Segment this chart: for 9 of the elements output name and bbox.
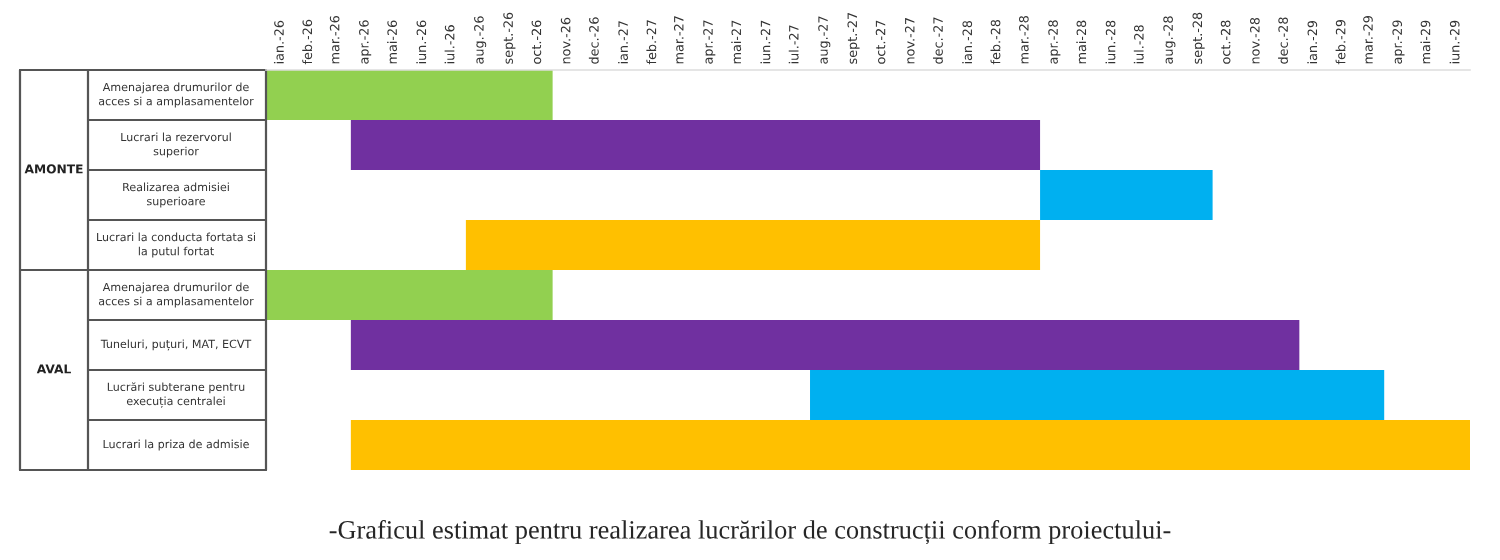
bar — [1040, 170, 1213, 220]
bar — [465, 220, 1041, 270]
text: -Graficul estimat pentru realizarea lucrărilor de construcții conform proiectului- — [329, 519, 1171, 545]
bar — [810, 370, 1385, 420]
bar — [350, 120, 1041, 170]
bar — [350, 420, 1470, 470]
bar — [266, 270, 553, 320]
bar — [350, 320, 1300, 370]
bar — [266, 70, 553, 120]
